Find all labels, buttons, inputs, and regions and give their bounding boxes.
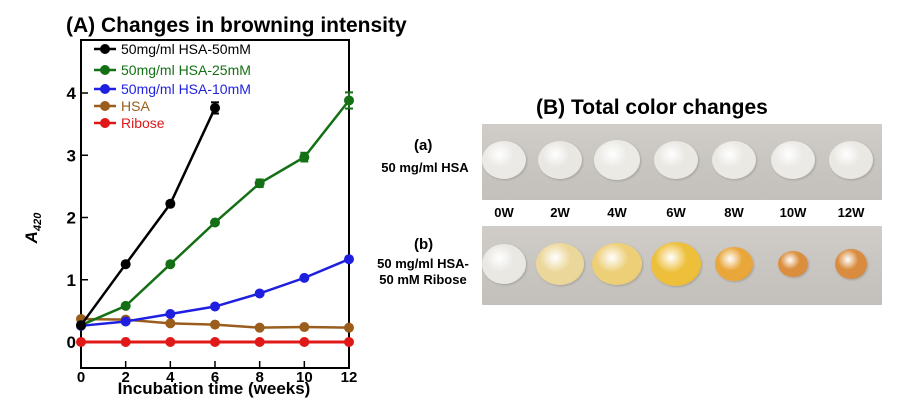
data-point — [120, 300, 131, 311]
drop-hsa-ribose-4w — [592, 243, 642, 285]
data-point — [165, 337, 176, 347]
x-tick-label-6: 6 — [211, 369, 219, 386]
legend-label: 50mg/ml HSA-50mM — [121, 41, 251, 57]
data-point — [344, 254, 354, 265]
drop-hsa-2w — [538, 141, 582, 179]
data-point — [165, 318, 176, 329]
panel-b-title: (B) Total color changes — [536, 96, 768, 119]
series-50mg-ml-hsa-50mm — [76, 101, 220, 331]
row-a-label: 50 mg/ml HSA — [381, 160, 469, 175]
data-point — [299, 272, 310, 283]
x-tick-label-12: 12 — [341, 369, 358, 386]
x-axis-label: Incubation time (weeks) — [118, 379, 311, 398]
data-point — [254, 322, 265, 333]
row-b-label-line1: 50 mg/ml HSA- — [377, 256, 469, 271]
panel-a-title: (A) Changes in browning intensity — [66, 14, 407, 37]
data-point — [165, 259, 176, 270]
data-point — [120, 337, 131, 347]
drop-hsa-ribose-0w — [482, 244, 526, 284]
data-point — [165, 198, 176, 209]
drop-hsa-8w — [712, 141, 756, 179]
legend-marker — [100, 118, 110, 128]
legend-label: HSA — [121, 98, 150, 114]
legend-entry-2: 50mg/ml HSA-10mM — [94, 81, 251, 97]
data-point — [120, 259, 131, 270]
series-line — [79, 107, 217, 326]
legend-marker — [100, 101, 110, 111]
week-label-8w: 8W — [724, 205, 744, 220]
legend-marker — [100, 44, 110, 54]
data-point — [120, 316, 131, 327]
legend-label: Ribose — [121, 115, 165, 131]
x-tick-label-0: 0 — [77, 369, 85, 386]
data-point — [254, 178, 265, 189]
data-point — [165, 308, 176, 319]
data-point — [210, 301, 220, 312]
data-point — [254, 288, 265, 299]
drop-hsa-ribose-12w — [835, 249, 867, 279]
drop-hsa-6w — [654, 141, 698, 179]
week-label-12w: 12W — [837, 205, 865, 220]
data-point — [344, 322, 354, 333]
x-tick-label-10: 10 — [296, 369, 313, 386]
legend-marker — [100, 65, 110, 75]
y-tick-label-0: 0 — [67, 333, 76, 352]
data-point — [299, 337, 310, 347]
data-point — [210, 337, 220, 347]
legend-entry-3: HSA — [94, 98, 150, 114]
y-axis-label-main: A — [22, 231, 41, 244]
legend-entry-0: 50mg/ml HSA-50mM — [94, 41, 251, 57]
row-b-label-line2: 50 mM Ribose — [379, 272, 467, 287]
series-50mg-ml-hsa-25mm — [76, 91, 354, 331]
drop-hsa-ribose-2w — [536, 243, 584, 285]
data-point — [299, 322, 310, 333]
drop-hsa-ribose-10w — [778, 251, 808, 277]
drop-hsa-ribose-6w — [651, 242, 701, 286]
week-label-6w: 6W — [666, 205, 686, 220]
drop-hsa-4w — [594, 140, 640, 180]
data-point — [210, 217, 220, 228]
drop-hsa-0w — [482, 141, 526, 179]
legend-entry-1: 50mg/ml HSA-25mM — [94, 62, 251, 78]
row-b-label: 50 mg/ml HSA- 50 mM Ribose — [366, 256, 480, 288]
data-point — [210, 102, 220, 113]
data-point — [254, 337, 265, 347]
x-tick-label-2: 2 — [121, 369, 129, 386]
data-point — [299, 152, 310, 163]
data-point — [210, 319, 220, 330]
data-point — [344, 337, 354, 347]
y-axis-label: A420 — [22, 212, 44, 245]
drop-hsa-10w — [771, 141, 815, 179]
y-axis-label-sub: 420 — [32, 212, 44, 232]
legend-label: 50mg/ml HSA-25mM — [121, 62, 251, 78]
row-a-letter: (a) — [414, 137, 433, 154]
data-point — [76, 337, 86, 347]
data-point — [344, 95, 354, 106]
data-point — [76, 320, 86, 331]
legend-label: 50mg/ml HSA-10mM — [121, 81, 251, 97]
legend-entry-4: Ribose — [94, 115, 165, 131]
y-tick-label-3: 3 — [67, 146, 76, 165]
x-tick-label-8: 8 — [255, 369, 263, 386]
y-tick-label-1: 1 — [67, 271, 76, 290]
drop-hsa-12w — [829, 141, 873, 179]
drop-hsa-ribose-8w — [715, 247, 753, 281]
series-ribose — [76, 337, 354, 347]
series-line — [80, 99, 350, 327]
legend-marker — [100, 84, 110, 94]
y-tick-label-2: 2 — [67, 209, 76, 228]
week-label-10w: 10W — [779, 205, 807, 220]
week-label-0w: 0W — [494, 205, 514, 220]
y-tick-label-4: 4 — [67, 84, 77, 103]
x-tick-label-4: 4 — [166, 369, 175, 386]
week-label-4w: 4W — [607, 205, 627, 220]
row-b-letter: (b) — [414, 236, 434, 253]
week-label-2w: 2W — [550, 205, 570, 220]
